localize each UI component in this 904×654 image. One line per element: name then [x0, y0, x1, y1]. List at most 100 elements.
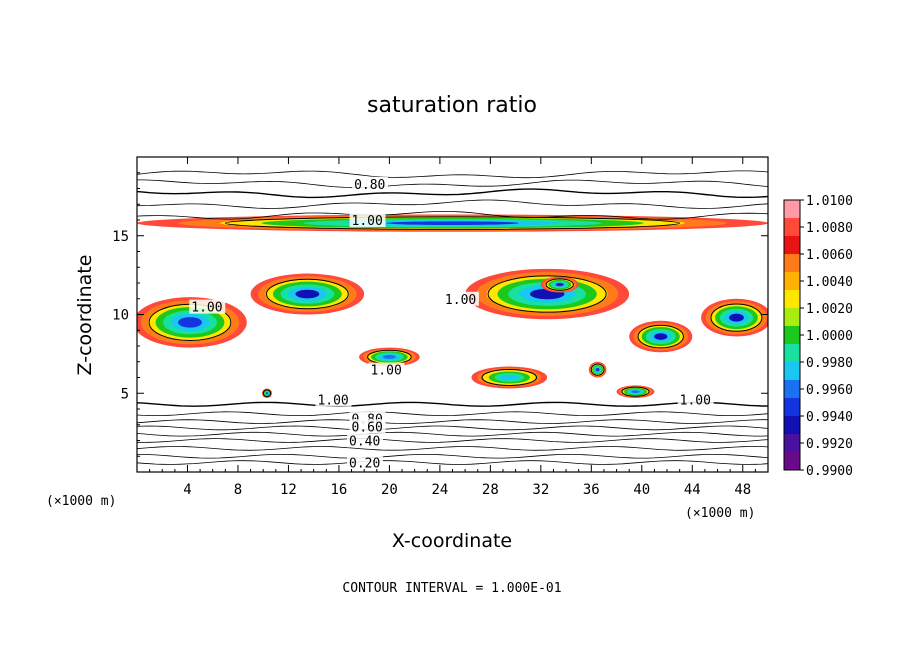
contour-label-bg-3 — [442, 291, 479, 306]
contour-line-7 — [137, 419, 768, 424]
x-tick-label-6: 28 — [482, 482, 499, 498]
x-tick-label-1: 8 — [234, 482, 242, 498]
contour-label-2: 1.00 — [191, 301, 222, 316]
contour-line-6 — [137, 411, 768, 416]
colorbar-swatch-6 — [784, 308, 800, 327]
contour-line-9 — [137, 431, 768, 437]
saturation-blob-10-ring-6 — [631, 390, 640, 394]
contour-line-13 — [137, 460, 768, 465]
colorbar-label-2: 1.0060 — [806, 248, 853, 263]
saturation-blob-11-ring-5 — [500, 374, 519, 381]
contour-1.00-blob-11 — [481, 369, 538, 386]
colorbar-label-7: 0.9960 — [806, 383, 853, 398]
contour-label-bg-10 — [347, 455, 384, 470]
y-axis-label: Z-coordinate — [74, 255, 96, 376]
contour-1.00-blob-4 — [545, 278, 574, 291]
saturation-blob-9-ring-6 — [265, 392, 269, 395]
contour-label-bg-1 — [349, 213, 386, 227]
shaded-contours — [137, 214, 768, 398]
saturation-blob-7-ring-6 — [383, 355, 396, 360]
contour-line-12 — [137, 454, 768, 459]
x-tick-label-8: 36 — [583, 482, 600, 498]
x-unit-label-left: (×1000 m) — [46, 494, 116, 509]
contour-label-5: 1.00 — [317, 394, 348, 409]
contour-1.00-blob-6 — [710, 303, 763, 332]
contour-line-10 — [137, 438, 768, 443]
contour-label-6: 1.00 — [680, 394, 711, 409]
contour-1.00-blob-1 — [265, 278, 349, 310]
x-tick-label-9: 40 — [633, 482, 650, 498]
contour-labels: 0.801.001.001.001.001.001.000.800.600.40… — [189, 176, 714, 472]
y-tick-label-1: 10 — [112, 308, 129, 324]
colorbar-label-9: 0.9920 — [806, 437, 853, 452]
plot-area: 0.801.001.001.001.001.001.000.800.600.40… — [137, 170, 768, 472]
contour-line-5 — [137, 401, 768, 407]
colorbar-swatch-13 — [784, 434, 800, 453]
contour-line-11 — [137, 446, 768, 451]
contour-label-10: 0.20 — [349, 457, 380, 472]
contour-1.00-blob-3 — [487, 275, 607, 313]
saturation-blob-2-ring-6 — [178, 317, 202, 328]
contour-lines — [137, 170, 768, 465]
contour-label-bg-6 — [677, 392, 714, 407]
saturation-blob-8-ring-6 — [595, 367, 600, 372]
saturation-blob-1-ring-6 — [295, 289, 320, 299]
y-tick-label-0: 5 — [121, 386, 129, 402]
colorbar-swatch-1 — [784, 218, 800, 237]
contour-line-1 — [137, 179, 768, 189]
colorbar: 1.0100 1.0080 1.0060 1.0040 1.0020 1.0000 0.99… — [783, 194, 853, 479]
x-axis-label: X-coordinate — [392, 530, 512, 552]
saturation-blob-5-ring-6 — [654, 333, 668, 340]
contour-1.00-blob-0 — [224, 216, 681, 230]
contour-label-4: 1.00 — [370, 364, 401, 379]
contour-label-0: 0.80 — [354, 178, 385, 193]
contour-label-bg-8 — [349, 419, 386, 434]
colorbar-label-6: 0.9980 — [806, 356, 853, 371]
contour-line-0 — [137, 170, 768, 179]
contour-label-bg-2 — [189, 299, 226, 314]
saturation-blob-6-ring-6 — [729, 313, 744, 322]
contour-1.00-blob-8 — [590, 363, 605, 376]
x-tick-label-5: 24 — [431, 482, 448, 498]
colorbar-swatch-10 — [784, 380, 800, 399]
contour-label-3: 1.00 — [445, 293, 476, 308]
x-unit-label-right: (×1000 m) — [685, 506, 755, 521]
saturation-blob-0-ring-6 — [386, 221, 519, 225]
contour-line-4 — [137, 211, 768, 220]
colorbar-swatch-8 — [784, 344, 800, 363]
contour-label-bg-0 — [352, 176, 389, 191]
contour-label-9: 0.40 — [349, 435, 380, 450]
contour-1.00-blob-9 — [262, 389, 272, 398]
x-tick-label-11: 48 — [734, 482, 751, 498]
colorbar-swatch-12 — [784, 416, 800, 435]
colorbar-swatch-2 — [784, 236, 800, 255]
contour-label-1: 1.00 — [352, 214, 383, 229]
x-tick-label-0: 4 — [183, 482, 191, 498]
contour-1.00-blob-5 — [637, 324, 684, 349]
contour-1.00-blob-10 — [621, 386, 650, 397]
contour-label-bg-5 — [315, 392, 352, 407]
colorbar-swatch-4 — [784, 272, 800, 291]
contour-label-bg-4 — [368, 362, 405, 377]
x-tick-label-3: 16 — [330, 482, 347, 498]
colorbar-swatch-11 — [784, 398, 800, 417]
y-tick-label-2: 15 — [112, 229, 129, 245]
contour-label-bg-9 — [347, 433, 384, 448]
chart-title: saturation ratio — [367, 93, 537, 118]
contour-label-8: 0.60 — [352, 420, 383, 435]
contour-interval-text: CONTOUR INTERVAL = 1.000E-01 — [342, 581, 561, 596]
colorbar-label-10: 0.9900 — [806, 464, 853, 479]
colorbar-label-4: 1.0020 — [806, 302, 853, 317]
colorbar-swatch-7 — [784, 326, 800, 345]
colorbar-swatch-9 — [784, 362, 800, 381]
contour-line-8 — [137, 425, 768, 431]
x-axis-ticks: 4 8 12 16 20 24 28 32 36 40 44 48 — [149, 157, 756, 498]
colorbar-swatch-0 — [784, 200, 800, 219]
colorbar-swatch-5 — [784, 290, 800, 309]
colorbar-label-8: 0.9940 — [806, 410, 853, 425]
x-tick-label-4: 20 — [381, 482, 398, 498]
colorbar-label-1: 1.0080 — [806, 221, 853, 236]
colorbar-swatch-3 — [784, 254, 800, 273]
colorbar-swatch-14 — [784, 452, 800, 471]
colorbar-label-0: 1.0100 — [806, 194, 853, 209]
